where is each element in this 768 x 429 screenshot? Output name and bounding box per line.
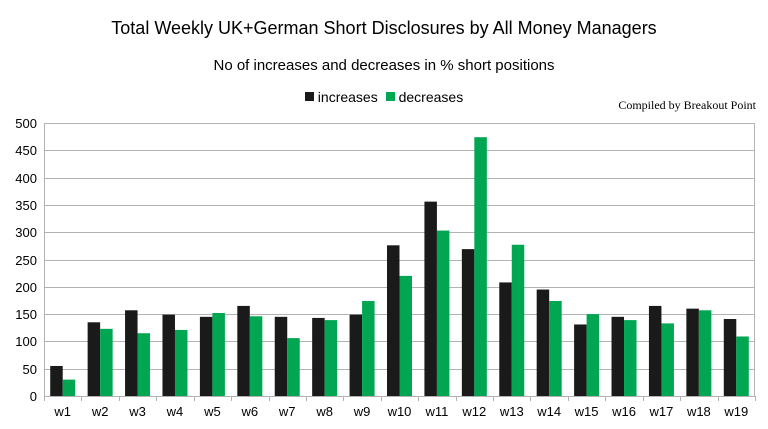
bar-decreases-w2 — [100, 328, 113, 396]
x-tick-label: w11 — [424, 404, 448, 419]
chart-title: Total Weekly UK+German Short Disclosures… — [111, 18, 657, 38]
legend-item-decreases: decreases — [385, 88, 464, 105]
bar-decreases-w7 — [287, 338, 300, 396]
bar-increases-w4 — [162, 314, 175, 396]
bar-decreases-w11 — [436, 230, 450, 396]
bar-decreases-w9 — [362, 300, 375, 396]
bar-decreases-w14 — [549, 300, 562, 396]
bar-increases-w7 — [274, 316, 288, 396]
y-tick-label: 500 — [15, 116, 37, 131]
x-tick-label: w12 — [461, 404, 486, 419]
legend: increases decreases — [0, 88, 768, 105]
legend-label-increases: increases — [317, 88, 378, 105]
y-tick-label: 250 — [15, 253, 37, 268]
legend-label-decreases: decreases — [398, 88, 464, 105]
bar-decreases-w5 — [212, 313, 225, 396]
bar-increases-w17 — [648, 305, 662, 396]
bar-decreases-w1 — [62, 379, 76, 396]
bar-decreases-w12 — [474, 137, 487, 397]
credit-text: Compiled by Breakout Point — [618, 98, 756, 112]
bar-decreases-w19 — [736, 336, 749, 396]
bar-increases-w1 — [50, 365, 63, 396]
legend-swatch-decreases — [385, 92, 395, 101]
y-tick-label: 50 — [23, 362, 37, 377]
x-tick-label: w9 — [353, 404, 371, 419]
legend-item-increases: increases — [304, 88, 378, 105]
x-tick-label: w2 — [91, 404, 109, 419]
bar-decreases-w3 — [137, 333, 151, 396]
y-tick-label: 0 — [30, 389, 37, 404]
x-tick-label: w5 — [203, 404, 221, 419]
y-tick-label: 200 — [15, 280, 37, 295]
y-tick-label: 150 — [15, 307, 37, 322]
x-tick-label: w1 — [53, 404, 71, 419]
x-tick-label: w15 — [574, 404, 599, 419]
bar-decreases-w15 — [586, 314, 600, 396]
bar-increases-w3 — [125, 310, 138, 396]
x-tick-label: w18 — [686, 404, 711, 419]
bar-decreases-w18 — [698, 310, 712, 396]
x-tick-label: w10 — [387, 404, 412, 419]
bar-decreases-w16 — [624, 320, 637, 396]
x-tick-label: w6 — [241, 404, 259, 419]
x-tick-label: w8 — [315, 404, 333, 419]
bar-decreases-w17 — [661, 323, 674, 396]
x-tick-label: w7 — [278, 404, 296, 419]
bar-decreases-w13 — [511, 244, 525, 396]
y-tick-label: 300 — [15, 225, 37, 240]
x-tick-label: w3 — [128, 404, 146, 419]
bar-increases-w19 — [723, 319, 737, 396]
y-tick-label: 400 — [15, 171, 37, 186]
bar-increases-w11 — [424, 201, 437, 396]
bar-increases-w18 — [686, 308, 699, 396]
bar-increases-w16 — [611, 316, 625, 396]
legend-swatch-increases — [304, 92, 314, 101]
chart-subtitle: No of increases and decreases in % short… — [213, 57, 555, 74]
bar-decreases-w6 — [249, 316, 263, 396]
bar-increases-w15 — [574, 324, 587, 396]
x-tick-label: w4 — [166, 404, 184, 419]
bar-decreases-w4 — [174, 329, 188, 396]
y-tick-label: 450 — [15, 143, 37, 158]
y-tick-label: 350 — [15, 198, 37, 213]
bar-decreases-w10 — [399, 275, 412, 396]
bar-increases-w9 — [349, 314, 363, 396]
x-tick-label: w14 — [536, 404, 561, 419]
bar-increases-w5 — [199, 316, 213, 396]
bar-increases-w14 — [536, 289, 550, 396]
x-tick-label: w19 — [723, 404, 748, 419]
bar-increases-w2 — [87, 322, 101, 396]
bar-increases-w13 — [499, 282, 512, 396]
bar-increases-w12 — [461, 249, 475, 396]
x-tick-label: w16 — [611, 404, 636, 419]
x-tick-label: w13 — [499, 404, 524, 419]
x-tick-label: w17 — [649, 404, 674, 419]
bar-increases-w8 — [312, 317, 325, 396]
bar-increases-w6 — [237, 305, 250, 396]
bar-increases-w10 — [387, 245, 400, 396]
y-tick-label: 100 — [15, 334, 37, 349]
bar-decreases-w8 — [324, 320, 338, 396]
